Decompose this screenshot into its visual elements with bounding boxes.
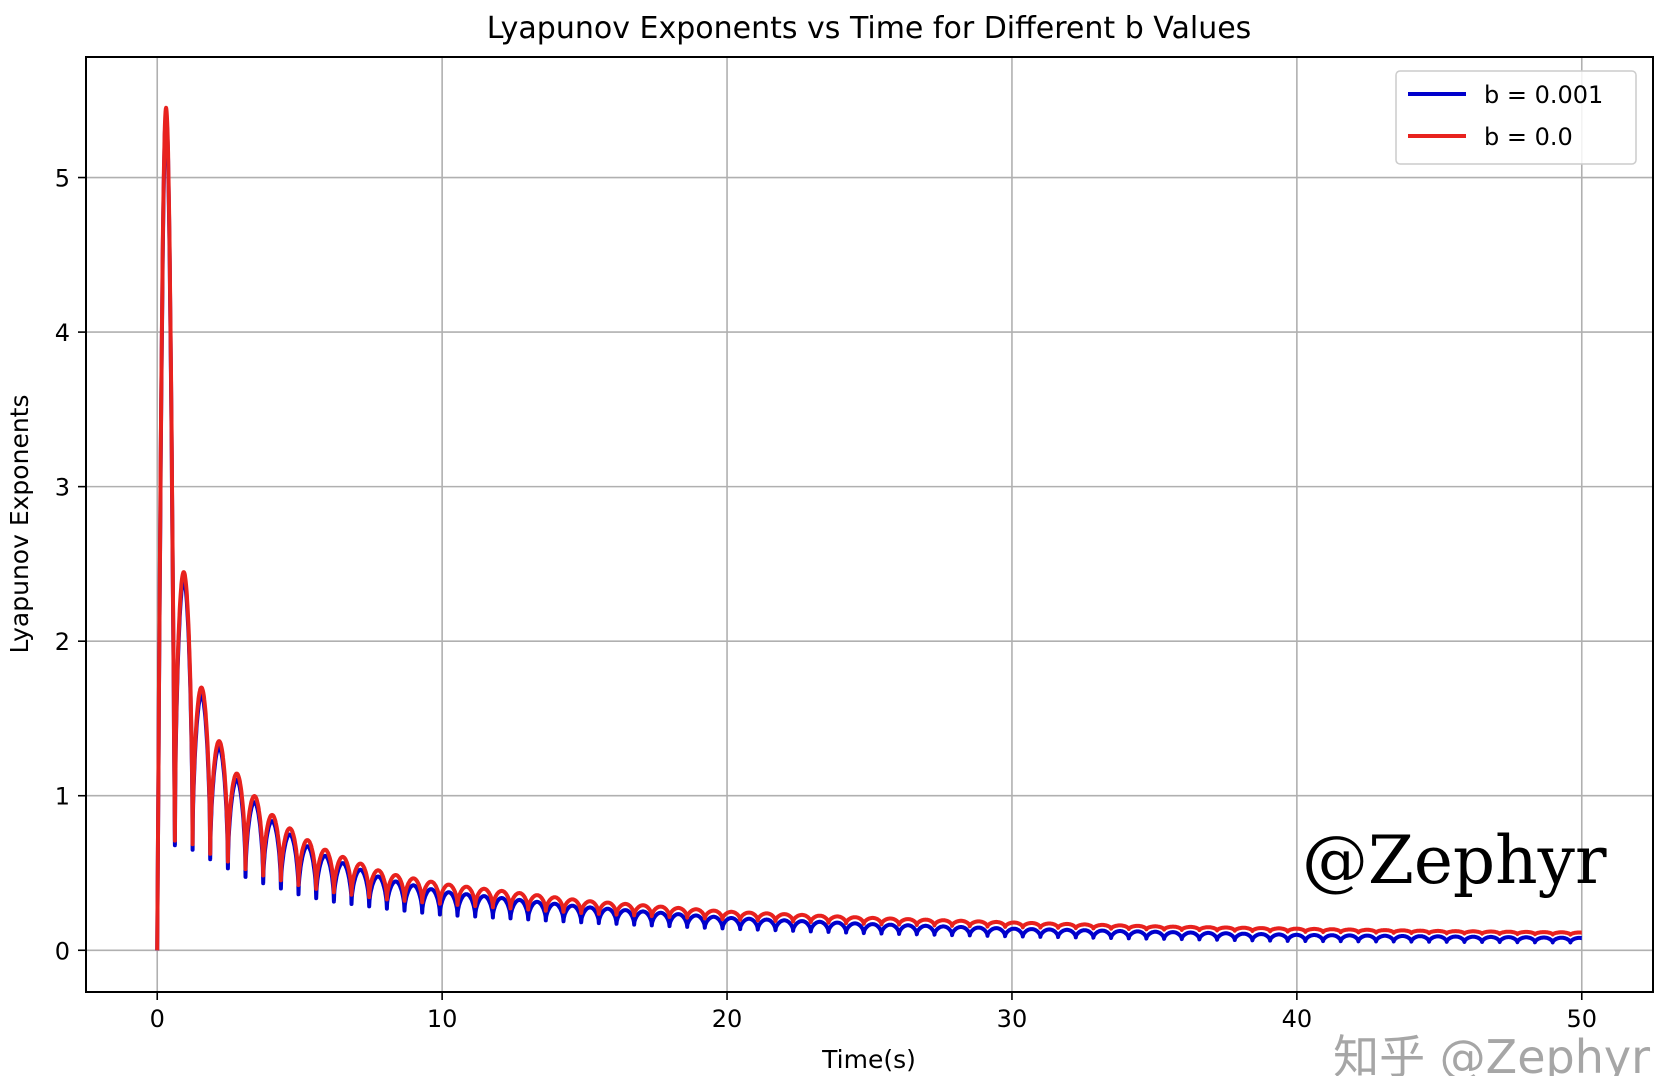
axes-frame: [85, 56, 1654, 993]
grid: [86, 57, 1653, 992]
x-axis-label: Time(s): [821, 1045, 916, 1074]
legend-label-b-0.001: b = 0.001: [1484, 81, 1603, 109]
series-lines: [155, 105, 1584, 951]
y-tick-label: 3: [55, 474, 70, 502]
x-tick-label: 10: [427, 1005, 458, 1033]
x-tick-label: 50: [1566, 1005, 1597, 1033]
y-tick-label: 5: [55, 165, 70, 193]
zhihu-watermark: 知乎 @Zephyr: [1333, 1030, 1650, 1076]
ticks: 0 10 20 30 40 50 0 1 2 3 4 5: [55, 165, 1597, 1033]
x-tick-label: 0: [150, 1005, 165, 1033]
x-tick-label: 40: [1282, 1005, 1313, 1033]
series-line-0: [155, 113, 1584, 951]
x-tick-label: 30: [997, 1005, 1028, 1033]
y-tick-label: 1: [55, 783, 70, 811]
chart-title: Lyapunov Exponents vs Time for Different…: [487, 11, 1252, 46]
y-tick-label: 4: [55, 319, 70, 347]
annotation-zephyr: @Zephyr: [1302, 822, 1607, 899]
legend: b = 0.001 b = 0.0: [1395, 70, 1637, 165]
legend-label-b-0.0: b = 0.0: [1484, 123, 1573, 151]
series-line-1: [155, 105, 1584, 951]
y-tick-label: 2: [55, 628, 70, 656]
x-tick-label: 20: [712, 1005, 743, 1033]
y-tick-label: 0: [55, 937, 70, 965]
y-axis-label: Lyapunov Exponents: [5, 395, 34, 654]
